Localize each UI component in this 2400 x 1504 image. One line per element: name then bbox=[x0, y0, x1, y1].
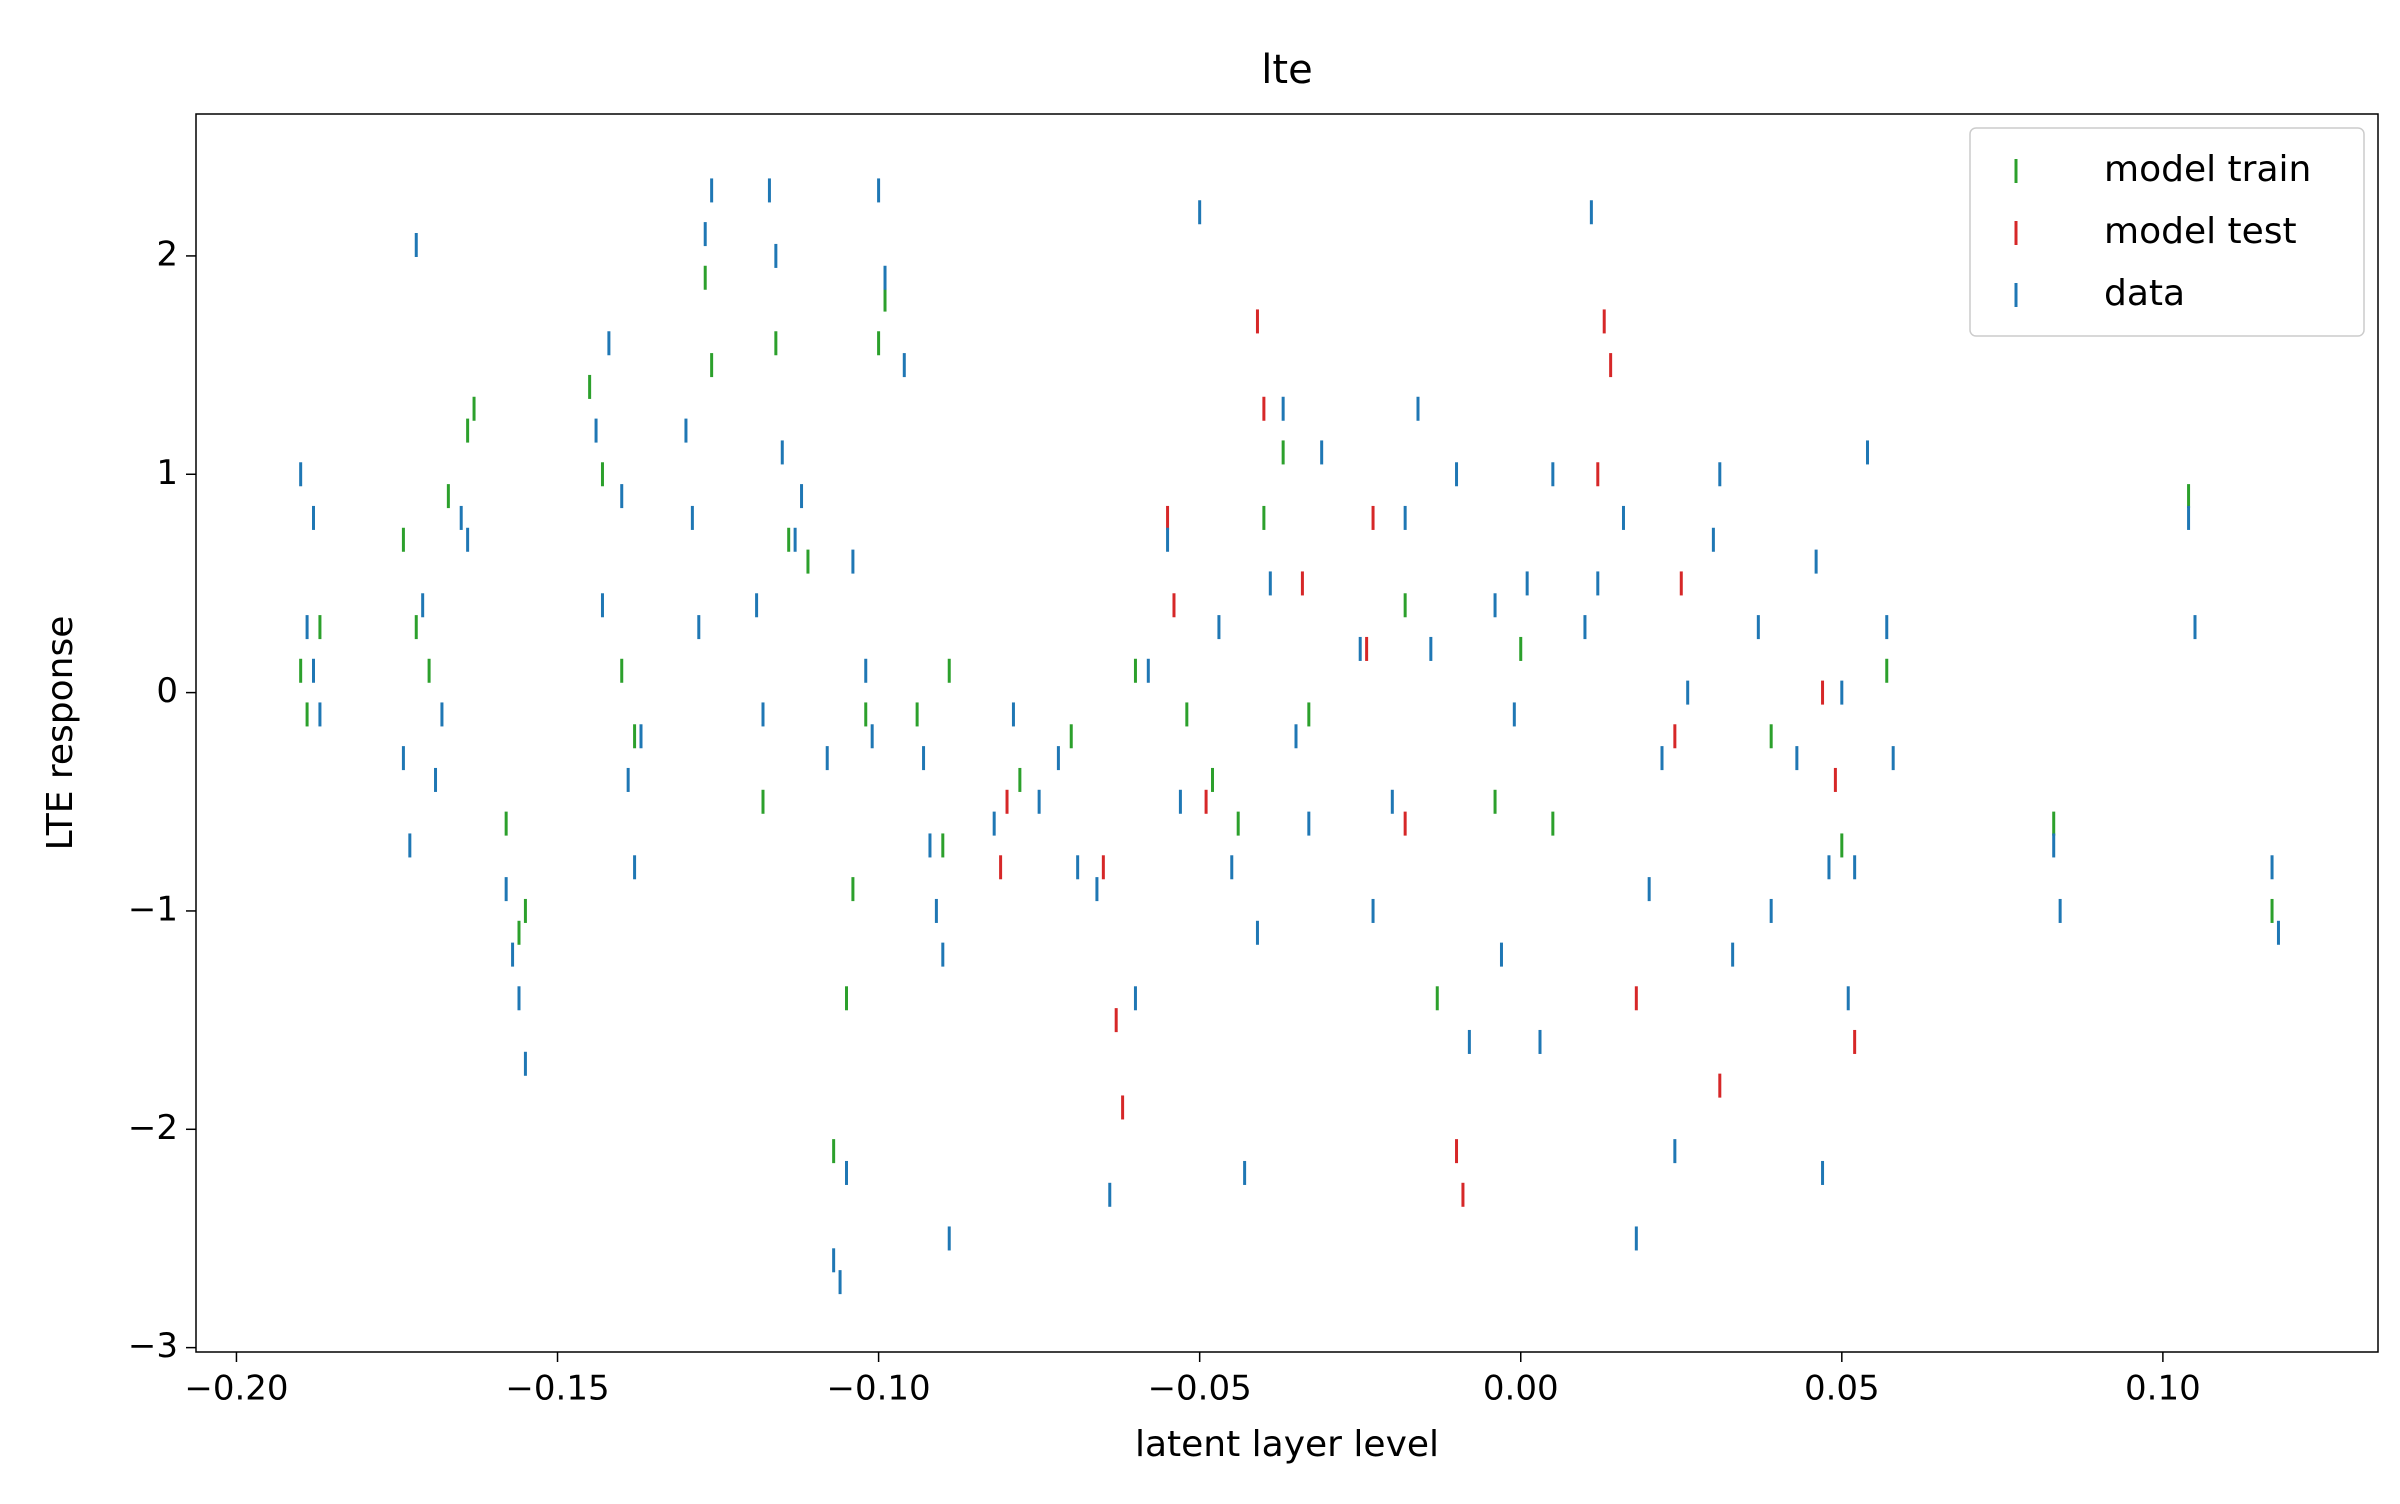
x-tick-label: 0.10 bbox=[2125, 1369, 2201, 1409]
legend-label: model train bbox=[2104, 149, 2311, 190]
legend: model train model test data bbox=[1969, 127, 2365, 337]
x-tick-label: 0.05 bbox=[1804, 1369, 1880, 1409]
y-tick-label: −2 bbox=[128, 1108, 178, 1148]
legend-label: data bbox=[2104, 273, 2185, 314]
x-tick-label: −0.15 bbox=[505, 1369, 609, 1409]
y-tick-label: −3 bbox=[128, 1326, 178, 1366]
legend-box bbox=[1969, 127, 2365, 337]
y-tick-label: 1 bbox=[156, 453, 178, 493]
x-tick-label: −0.20 bbox=[184, 1369, 288, 1409]
plot-area bbox=[299, 178, 2280, 1295]
y-axis-label: LTE response bbox=[40, 616, 81, 851]
legend-label: model test bbox=[2104, 211, 2297, 252]
y-tick-label: 2 bbox=[156, 234, 178, 274]
plot-frame bbox=[195, 113, 2379, 1353]
x-tick-label: 0.00 bbox=[1483, 1369, 1559, 1409]
x-tick-label: −0.05 bbox=[1148, 1369, 1252, 1409]
x-tick-label: −0.10 bbox=[826, 1369, 930, 1409]
y-tick-label: 0 bbox=[156, 671, 178, 711]
chart-title: lte bbox=[1261, 47, 1312, 93]
x-axis-label: latent layer level bbox=[1135, 1424, 1439, 1465]
y-tick-label: −1 bbox=[128, 889, 178, 929]
